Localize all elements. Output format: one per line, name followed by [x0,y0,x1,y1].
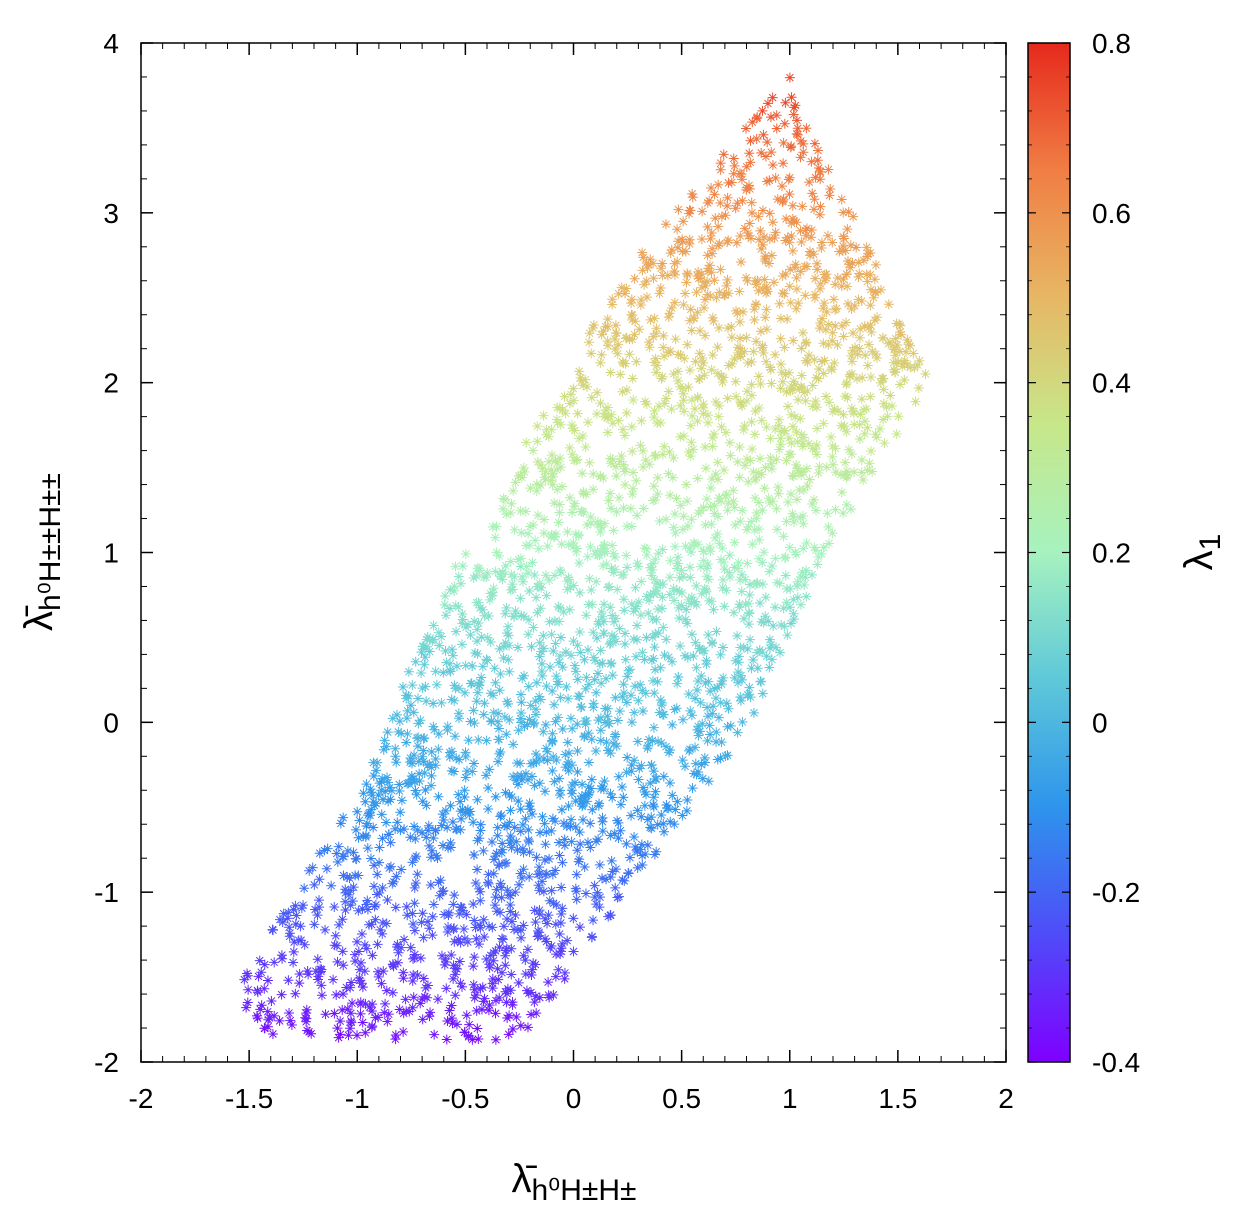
scatter-point-group [417,614,799,663]
scatter-point-group [513,444,878,491]
x-tick-label: 0 [566,1083,582,1114]
scatter-point-group [498,483,809,525]
plot-frame [140,42,1007,1063]
scatter-point-group [557,375,921,423]
scatter-point-group [588,312,914,357]
colorbar-tick-label: 0.8 [1092,28,1131,59]
scatter-point-group [757,72,800,116]
x-tick-label: -1 [345,1083,370,1114]
x-tick-label: -2 [129,1083,154,1114]
scatter-point-group [684,176,836,216]
scatter-point-group [584,327,919,368]
x-axis: -2 -1.5 -1 -0.5 0 0.5 1 1.5 2 [129,43,1014,1114]
colorbar-tick-label: -0.2 [1092,877,1140,908]
scatter-point-group [262,1021,514,1045]
colorbar-label: λ1 [1177,534,1227,571]
colorbar-tick-label: -0.4 [1092,1047,1140,1078]
scatter-point-group [741,109,820,153]
scatter-point-group [299,850,643,896]
colorbar-tick-label: 0.2 [1092,538,1131,569]
scatter-point-group [568,357,924,408]
y-tick-label: -2 [94,1047,119,1078]
scatter-point-group [532,429,881,470]
scatter-point-group [241,991,542,1034]
scatter-point-group [660,207,862,253]
y-tick-label: 3 [103,198,119,229]
scatter-point-group [629,240,881,286]
scatter-point-group [715,137,824,188]
x-tick-label: 0.5 [662,1083,701,1114]
scatter-point-group [391,697,748,747]
y-axis-label: λ̄h⁰H±±H±± [17,473,67,631]
y-tick-label: 0 [103,707,119,738]
x-tick-label: 1.5 [878,1083,917,1114]
scatter-point-group [401,667,768,711]
scatter-point-group [497,498,856,539]
scatter-point-group [251,1004,533,1042]
scatter-point-group [718,123,823,166]
y-tick-label: -1 [94,877,119,908]
x-tick-label: 1 [782,1083,798,1114]
x-axis-label: λ̄h⁰H±H± [512,1157,637,1207]
scatter-point-group [673,194,854,234]
y-tick-label: 1 [103,538,119,569]
colorbar-tick-label: 0 [1092,707,1108,738]
x-tick-label: -1.5 [225,1083,273,1114]
colorbar-axis: -0.4 -0.2 0 0.2 0.4 0.6 0.8 [1028,28,1140,1078]
y-tick-label: 2 [103,368,119,399]
scatter-point-group [607,272,894,319]
scatter-point-group [254,934,570,980]
y-tick-label: 4 [103,28,119,59]
x-tick-label: -0.5 [441,1083,489,1114]
scatter-point-group [574,346,931,387]
colorbar-tick-label: 0.6 [1092,198,1131,229]
x-tick-label: 2 [998,1083,1014,1114]
scatter-point-group [309,869,628,911]
colorbar-tick-label: 0.4 [1092,368,1131,399]
scatter-point-group [765,100,802,126]
scatter-point-group [274,886,625,936]
scatter-point-group [319,816,662,866]
scatter-point-group [288,922,597,968]
scatter-points [239,72,931,1045]
scatter-point-group [638,224,874,269]
scatter-point-group [460,515,835,559]
y-axis: -2 -1 0 1 2 3 4 [94,28,1006,1078]
scatter-point-group [360,784,693,830]
scatter-point-group [387,682,759,729]
scatter-point-group [450,529,827,574]
